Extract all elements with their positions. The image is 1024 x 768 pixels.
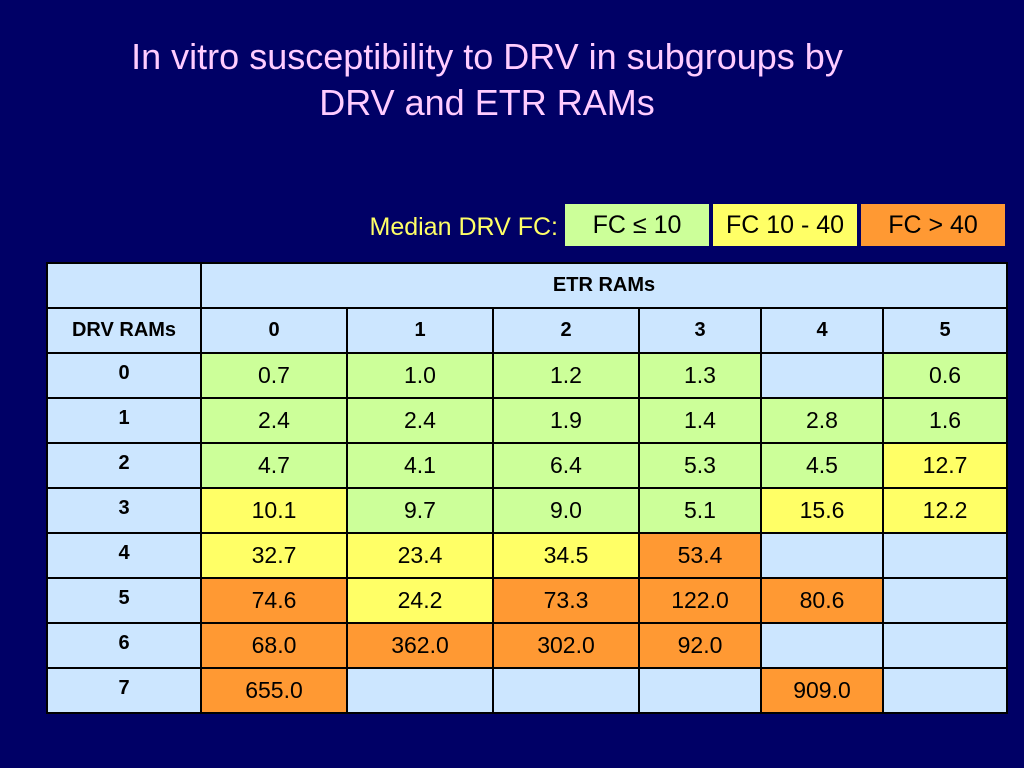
fc-value-cell: 4.5 bbox=[760, 442, 884, 489]
fc-value-cell: 74.6 bbox=[200, 577, 348, 624]
drv-row-header: 0 bbox=[46, 352, 202, 399]
fc-value-cell: 92.0 bbox=[638, 622, 762, 669]
legend-fc-10-40: FC 10 - 40 bbox=[713, 204, 857, 246]
drv-row-header: 6 bbox=[46, 622, 202, 669]
fc-value-cell: 4.1 bbox=[346, 442, 494, 489]
fc-value-cell: 0.6 bbox=[881, 352, 1009, 399]
fc-value-cell: 1.3 bbox=[638, 352, 762, 399]
fc-value-cell: 34.5 bbox=[492, 532, 640, 579]
fc-value-cell: 9.7 bbox=[346, 487, 494, 534]
legend-fc-gt-40: FC > 40 bbox=[861, 204, 1005, 246]
fc-value-cell bbox=[760, 532, 884, 579]
fc-value-cell bbox=[881, 577, 1009, 624]
fc-value-cell: 302.0 bbox=[492, 622, 640, 669]
fc-value-cell: 1.6 bbox=[881, 397, 1009, 444]
fc-value-cell: 9.0 bbox=[492, 487, 640, 534]
table-row: 1 2.4 2.4 1.9 1.4 2.8 1.6 bbox=[46, 397, 1009, 444]
fc-value-cell: 122.0 bbox=[638, 577, 762, 624]
fc-value-cell: 24.2 bbox=[346, 577, 494, 624]
drv-row-header: 7 bbox=[46, 667, 202, 714]
table-row: 4 32.7 23.4 34.5 53.4 bbox=[46, 532, 1009, 579]
table-column-header-row: DRV RAMs 0 1 2 3 4 5 bbox=[46, 307, 1009, 354]
fc-value-cell: 80.6 bbox=[760, 577, 884, 624]
table-group-header-row: ETR RAMs bbox=[46, 262, 1009, 309]
susceptibility-table: ETR RAMs DRV RAMs 0 1 2 3 4 5 0 0.7 1.0 1.2… bbox=[46, 262, 1009, 714]
fc-value-cell: 655.0 bbox=[200, 667, 348, 714]
fc-value-cell: 15.6 bbox=[760, 487, 884, 534]
fc-value-cell bbox=[346, 667, 494, 714]
fc-value-cell: 5.3 bbox=[638, 442, 762, 489]
fc-value-cell: 12.2 bbox=[881, 487, 1009, 534]
slide-title: In vitro susceptibility to DRV in subgro… bbox=[40, 34, 934, 126]
slide-title-line-1: In vitro susceptibility to DRV in subgro… bbox=[131, 36, 843, 77]
drv-row-header: 1 bbox=[46, 397, 202, 444]
fc-value-cell: 12.7 bbox=[881, 442, 1009, 489]
table-row: 5 74.6 24.2 73.3 122.0 80.6 bbox=[46, 577, 1009, 624]
legend-label: Median DRV FC: bbox=[369, 213, 559, 241]
table-corner-cell bbox=[46, 262, 202, 309]
drv-rams-header: DRV RAMs bbox=[46, 307, 202, 354]
fc-value-cell bbox=[760, 352, 884, 399]
fc-value-cell: 2.8 bbox=[760, 397, 884, 444]
fc-value-cell: 0.7 bbox=[200, 352, 348, 399]
table-row: 2 4.7 4.1 6.4 5.3 4.5 12.7 bbox=[46, 442, 1009, 489]
fc-value-cell: 5.1 bbox=[638, 487, 762, 534]
fc-value-cell bbox=[638, 667, 762, 714]
etr-column-header: 1 bbox=[346, 307, 494, 354]
fc-value-cell: 909.0 bbox=[760, 667, 884, 714]
fc-value-cell: 2.4 bbox=[200, 397, 348, 444]
fc-value-cell: 68.0 bbox=[200, 622, 348, 669]
fc-value-cell: 23.4 bbox=[346, 532, 494, 579]
table-row: 6 68.0 362.0 302.0 92.0 bbox=[46, 622, 1009, 669]
drv-row-header: 3 bbox=[46, 487, 202, 534]
etr-column-header: 3 bbox=[638, 307, 762, 354]
fc-value-cell bbox=[881, 532, 1009, 579]
fc-value-cell bbox=[760, 622, 884, 669]
fc-value-cell: 362.0 bbox=[346, 622, 494, 669]
fc-value-cell bbox=[492, 667, 640, 714]
fc-value-cell bbox=[881, 667, 1009, 714]
table-row: 3 10.1 9.7 9.0 5.1 15.6 12.2 bbox=[46, 487, 1009, 534]
fc-value-cell: 6.4 bbox=[492, 442, 640, 489]
etr-column-header: 5 bbox=[881, 307, 1009, 354]
fc-value-cell: 10.1 bbox=[200, 487, 348, 534]
fc-value-cell: 2.4 bbox=[346, 397, 494, 444]
etr-column-header: 4 bbox=[760, 307, 884, 354]
fc-value-cell: 32.7 bbox=[200, 532, 348, 579]
drv-row-header: 5 bbox=[46, 577, 202, 624]
fc-value-cell: 4.7 bbox=[200, 442, 348, 489]
legend-fc-le-10: FC ≤ 10 bbox=[565, 204, 709, 246]
etr-column-header: 0 bbox=[200, 307, 348, 354]
fc-value-cell: 1.4 bbox=[638, 397, 762, 444]
drv-row-header: 2 bbox=[46, 442, 202, 489]
table-row: 7 655.0 909.0 bbox=[46, 667, 1009, 714]
fc-value-cell bbox=[881, 622, 1009, 669]
fc-value-cell: 1.2 bbox=[492, 352, 640, 399]
fc-value-cell: 1.0 bbox=[346, 352, 494, 399]
slide-title-line-2: DRV and ETR RAMs bbox=[319, 82, 655, 123]
etr-column-header: 2 bbox=[492, 307, 640, 354]
table-row: 0 0.7 1.0 1.2 1.3 0.6 bbox=[46, 352, 1009, 399]
drv-row-header: 4 bbox=[46, 532, 202, 579]
etr-rams-header: ETR RAMs bbox=[199, 262, 1009, 309]
fc-value-cell: 73.3 bbox=[492, 577, 640, 624]
fc-value-cell: 53.4 bbox=[638, 532, 762, 579]
fc-value-cell: 1.9 bbox=[492, 397, 640, 444]
